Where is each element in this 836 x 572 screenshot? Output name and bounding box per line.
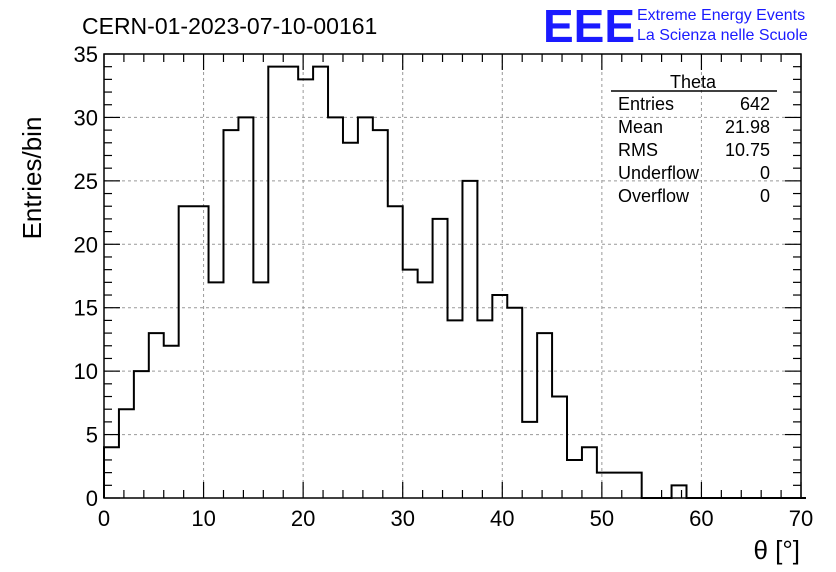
- histogram-bin: [209, 282, 224, 498]
- x-tick-label: 40: [490, 506, 514, 531]
- histogram-bin: [388, 206, 403, 498]
- x-tick-labels: 0 10 20 30 40 50 60 70: [98, 506, 813, 531]
- histogram-bin: [373, 130, 388, 498]
- histogram-bin: [403, 270, 418, 498]
- x-tick-label: 0: [98, 506, 110, 531]
- y-tick-label: 20: [74, 232, 98, 257]
- stats-row-value: 0: [760, 186, 770, 206]
- histogram-bin: [507, 308, 522, 498]
- histogram-bin: [627, 473, 642, 498]
- histogram-bin: [298, 79, 313, 498]
- y-tick-label: 10: [74, 359, 98, 384]
- histogram-bin: [253, 282, 268, 498]
- eee-logo-line1: Extreme Energy Events: [637, 7, 805, 24]
- histogram-bin: [492, 295, 507, 498]
- stats-row-label: Entries: [618, 94, 674, 114]
- histogram-bin: [433, 219, 448, 498]
- eee-logo-line2: La Scienza nelle Scuole: [637, 27, 808, 44]
- x-tick-label: 50: [590, 506, 614, 531]
- y-tick-labels: 0 5 10 15 20 25 30 35: [74, 42, 98, 511]
- x-tick-label: 60: [689, 506, 713, 531]
- histogram-bin: [672, 485, 687, 498]
- stats-row-value: 642: [740, 94, 770, 114]
- stats-row-value: 21.98: [725, 117, 770, 137]
- histogram-bin: [612, 473, 627, 498]
- stats-row-label: RMS: [618, 140, 658, 160]
- histogram-line: [103, 65, 806, 499]
- x-tick-label: 10: [191, 506, 215, 531]
- histogram-bins: [104, 67, 686, 498]
- stats-row-label: Overflow: [618, 186, 690, 206]
- y-tick-label: 15: [74, 296, 98, 321]
- histogram-bin: [313, 67, 328, 498]
- histogram-bin: [328, 117, 343, 498]
- histogram-bin: [164, 346, 179, 498]
- stats-row-value: 10.75: [725, 140, 770, 160]
- y-axis-label: Entries/bin: [17, 117, 47, 240]
- histogram-bin: [462, 181, 477, 498]
- histogram-bin: [448, 320, 463, 498]
- eee-logo: EEE Extreme Energy Events La Scienza nel…: [543, 0, 808, 52]
- x-axis-label: θ [°]: [753, 535, 800, 565]
- y-tick-label: 0: [86, 486, 98, 511]
- histogram-bin: [194, 206, 209, 498]
- histogram-bin: [597, 473, 612, 498]
- histogram-bin: [179, 206, 194, 498]
- histogram-bin: [552, 397, 567, 498]
- histogram-bin: [223, 130, 238, 498]
- axis-ticks: [103, 53, 802, 499]
- x-tick-label: 20: [291, 506, 315, 531]
- histogram-bin: [522, 422, 537, 498]
- x-tick-label: 30: [390, 506, 414, 531]
- y-tick-label: 5: [86, 423, 98, 448]
- chart-title: CERN-01-2023-07-10-00161: [82, 13, 377, 39]
- stats-row-value: 0: [760, 163, 770, 183]
- stats-box-title: Theta: [670, 72, 717, 92]
- y-tick-label: 30: [74, 105, 98, 130]
- histogram-bin: [343, 143, 358, 498]
- histogram-bin: [149, 333, 164, 498]
- grid-lines: [104, 54, 801, 498]
- y-tick-label: 25: [74, 169, 98, 194]
- y-tick-label: 35: [74, 42, 98, 67]
- histogram-bin: [283, 67, 298, 498]
- histogram-bin: [567, 460, 582, 498]
- stats-box: Theta Entries 642 Mean 21.98 RMS 10.75 Underfl…: [611, 72, 777, 206]
- histogram-bin: [582, 447, 597, 498]
- stats-box-rows: Entries 642 Mean 21.98 RMS 10.75 Underflow 0 Ove…: [618, 94, 770, 206]
- x-tick-label: 70: [789, 506, 813, 531]
- histogram-bin: [134, 371, 149, 498]
- histogram-bin: [537, 333, 552, 498]
- histogram-bin: [477, 320, 492, 498]
- histogram-bin: [119, 409, 134, 498]
- stats-row-label: Mean: [618, 117, 663, 137]
- histogram-bin: [358, 117, 373, 498]
- plot-frame: [103, 53, 802, 499]
- histogram-bin: [418, 282, 433, 498]
- stats-row-label: Underflow: [618, 163, 700, 183]
- histogram-bin: [268, 67, 283, 498]
- eee-logo-mark: EEE: [543, 0, 635, 52]
- histogram-bin: [238, 117, 253, 498]
